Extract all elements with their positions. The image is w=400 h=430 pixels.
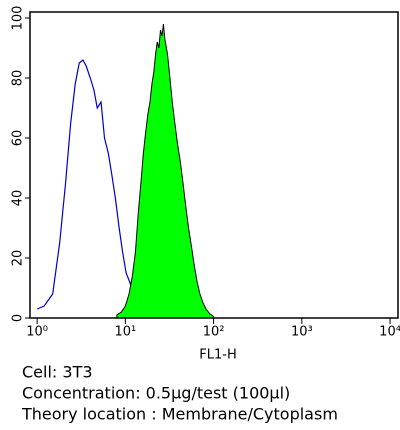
x-tick-label: 10²	[203, 325, 225, 340]
y-tick-label: 80	[11, 70, 26, 87]
plot-frame	[29, 11, 399, 319]
x-tick-label: 10³	[291, 325, 313, 340]
note: Cell: 3T3	[22, 363, 93, 382]
y-tick-label: 60	[11, 130, 26, 147]
x-tick-label: 10⁰	[26, 325, 48, 340]
note: Theory location : Membrane/Cytoplasm	[21, 405, 338, 424]
y-tick-label: 0	[11, 314, 26, 322]
y-tick-label: 20	[11, 250, 26, 267]
x-tick-label: 10⁴	[379, 325, 400, 340]
filled-histogram	[116, 23, 215, 319]
note: Concentration: 0.5µg/test (100µl)	[22, 384, 290, 403]
x-axis-label: FL1-H	[199, 348, 236, 363]
x-tick-label: 10¹	[114, 325, 136, 340]
y-tick-label: 40	[11, 190, 26, 207]
y-tick-label: 100	[11, 6, 26, 31]
